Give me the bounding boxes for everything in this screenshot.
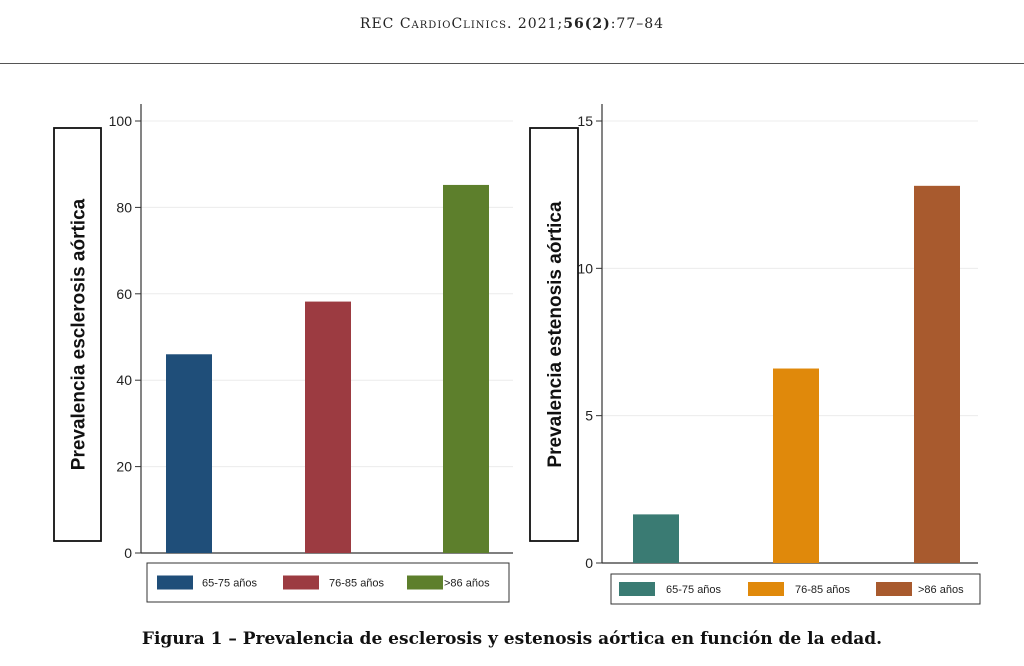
y-tick-label: 80 xyxy=(116,199,132,215)
bar xyxy=(443,184,489,553)
y-tick-label: 40 xyxy=(116,372,132,388)
y-tick-label: 0 xyxy=(585,555,593,571)
legend-swatch xyxy=(407,575,443,590)
legend-swatch xyxy=(876,582,912,596)
legend-swatch xyxy=(157,575,193,590)
y-tick-label: 10 xyxy=(577,260,593,276)
figure-caption: Figura 1 – Prevalencia de esclerosis y e… xyxy=(141,629,883,649)
y-axis-title: Prevalencia estenosis aórtica xyxy=(545,201,566,468)
journal-pages: :77–84 xyxy=(610,16,665,32)
y-axis-title: Prevalencia esclerosis aórtica xyxy=(69,198,90,470)
legend-label: 65-75 años xyxy=(202,578,258,590)
legend-label: 76-85 años xyxy=(329,578,385,590)
y-axis-title-box xyxy=(529,127,579,542)
legend-label: 65-75 años xyxy=(666,584,722,596)
legend-box xyxy=(146,562,510,603)
legend-swatch xyxy=(619,582,655,596)
y-tick-label: 60 xyxy=(116,286,132,302)
header-divider xyxy=(0,63,1024,64)
bar xyxy=(633,514,679,563)
chart-2: 0 5 10 15 Prevalencia estenosis aórtica 65-75… xyxy=(529,104,981,605)
y-tick-label: 20 xyxy=(116,459,132,475)
legend-box xyxy=(610,573,981,605)
y-axis-title-box xyxy=(53,127,102,542)
y-tick-label: 100 xyxy=(109,113,133,129)
legend-label: >86 años xyxy=(918,584,964,596)
legend-label: >86 años xyxy=(444,578,490,590)
legend-label: 76-85 años xyxy=(795,584,851,596)
bar xyxy=(166,354,212,553)
legend-swatch xyxy=(283,575,319,590)
journal-volume-issue: 56(2) xyxy=(563,16,611,32)
bar xyxy=(305,301,351,553)
y-tick-label: 0 xyxy=(124,545,132,561)
running-header: REC CardioClinics. 2021;56(2):77–84 xyxy=(0,16,1024,32)
legend-swatch xyxy=(748,582,784,596)
bar xyxy=(914,185,960,563)
chart-1: 0 20 40 60 80 100 Prevalencia esclerosis aórti… xyxy=(53,104,513,603)
y-tick-label: 15 xyxy=(577,113,593,129)
journal-year: . 2021; xyxy=(506,16,564,32)
journal-name: REC CardioClinics xyxy=(359,16,507,32)
y-tick-label: 5 xyxy=(585,408,593,424)
bar xyxy=(773,368,819,563)
